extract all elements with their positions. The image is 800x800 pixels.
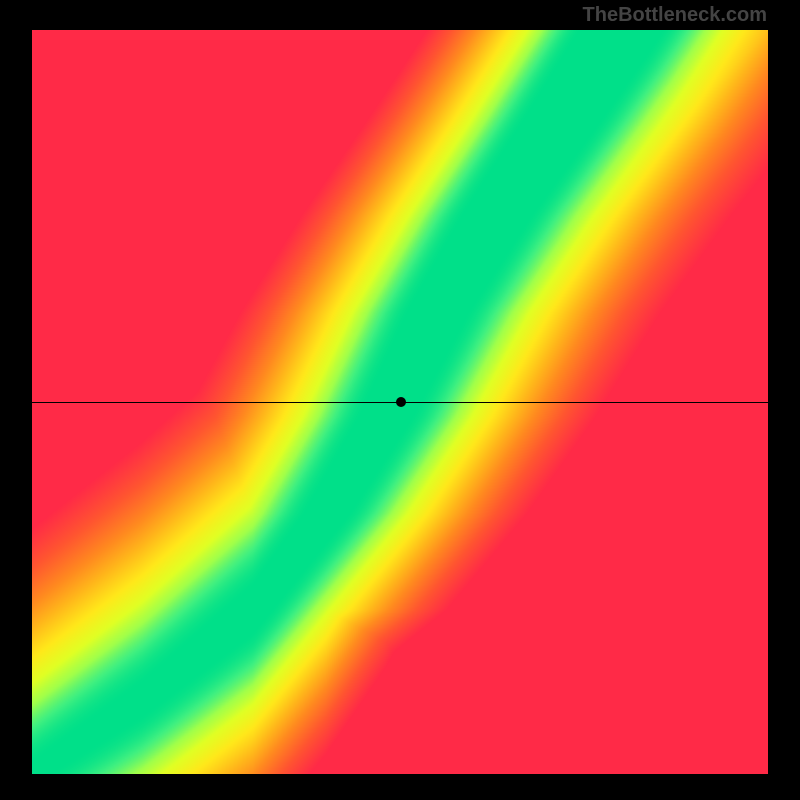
- attribution-text: TheBottleneck.com: [583, 4, 767, 26]
- attribution-label: TheBottleneck.com: [583, 4, 767, 27]
- figure-container: TheBottleneck.com: [0, 0, 800, 800]
- crosshair-vertical: [401, 774, 402, 800]
- plot-area: [32, 30, 768, 774]
- data-point-marker: [396, 397, 406, 407]
